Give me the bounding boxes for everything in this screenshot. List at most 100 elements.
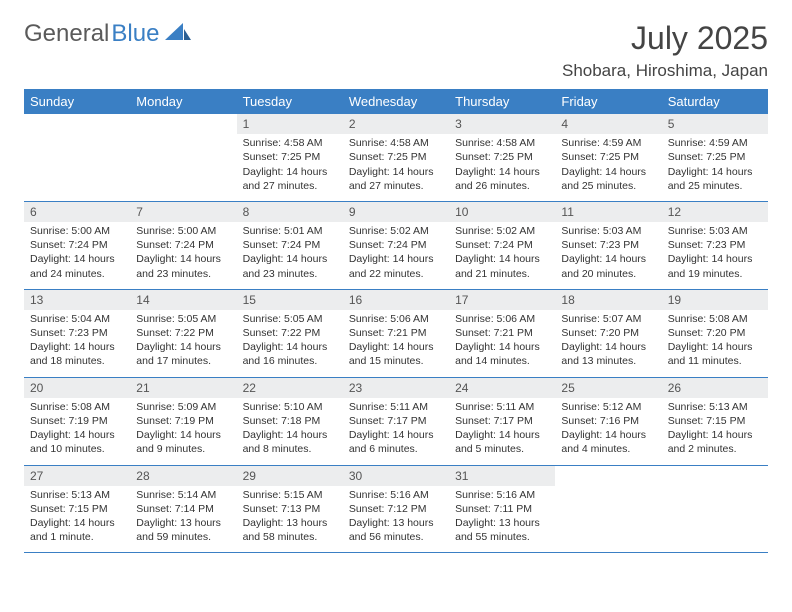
calendar-cell: 24Sunrise: 5:11 AMSunset: 7:17 PMDayligh… (449, 377, 555, 465)
day-details: Sunrise: 5:06 AMSunset: 7:21 PMDaylight:… (449, 310, 555, 377)
day-details: Sunrise: 4:59 AMSunset: 7:25 PMDaylight:… (555, 134, 661, 201)
day-number: 15 (237, 290, 343, 310)
calendar-cell: 23Sunrise: 5:11 AMSunset: 7:17 PMDayligh… (343, 377, 449, 465)
day-details: Sunrise: 5:13 AMSunset: 7:15 PMDaylight:… (662, 398, 768, 465)
calendar-cell: 5Sunrise: 4:59 AMSunset: 7:25 PMDaylight… (662, 114, 768, 201)
calendar-cell (130, 114, 236, 201)
day-number: 3 (449, 114, 555, 134)
title-block: July 2025 (631, 20, 768, 57)
calendar-cell: 16Sunrise: 5:06 AMSunset: 7:21 PMDayligh… (343, 289, 449, 377)
calendar-cell (662, 465, 768, 553)
calendar-cell: 28Sunrise: 5:14 AMSunset: 7:14 PMDayligh… (130, 465, 236, 553)
day-number: 12 (662, 202, 768, 222)
day-header: Friday (555, 89, 661, 114)
day-number: 23 (343, 378, 449, 398)
calendar-cell: 20Sunrise: 5:08 AMSunset: 7:19 PMDayligh… (24, 377, 130, 465)
day-number: 14 (130, 290, 236, 310)
calendar-cell: 21Sunrise: 5:09 AMSunset: 7:19 PMDayligh… (130, 377, 236, 465)
calendar-cell: 6Sunrise: 5:00 AMSunset: 7:24 PMDaylight… (24, 201, 130, 289)
brand-part1: General (24, 20, 109, 48)
calendar-week-row: 20Sunrise: 5:08 AMSunset: 7:19 PMDayligh… (24, 377, 768, 465)
day-number: 27 (24, 466, 130, 486)
day-number: 31 (449, 466, 555, 486)
calendar-cell: 19Sunrise: 5:08 AMSunset: 7:20 PMDayligh… (662, 289, 768, 377)
day-header: Tuesday (237, 89, 343, 114)
calendar-cell: 10Sunrise: 5:02 AMSunset: 7:24 PMDayligh… (449, 201, 555, 289)
calendar-cell: 17Sunrise: 5:06 AMSunset: 7:21 PMDayligh… (449, 289, 555, 377)
calendar-cell: 30Sunrise: 5:16 AMSunset: 7:12 PMDayligh… (343, 465, 449, 553)
day-details: Sunrise: 5:08 AMSunset: 7:20 PMDaylight:… (662, 310, 768, 377)
day-header-row: SundayMondayTuesdayWednesdayThursdayFrid… (24, 89, 768, 114)
day-details: Sunrise: 5:08 AMSunset: 7:19 PMDaylight:… (24, 398, 130, 465)
day-details: Sunrise: 4:58 AMSunset: 7:25 PMDaylight:… (343, 134, 449, 201)
day-details: Sunrise: 5:14 AMSunset: 7:14 PMDaylight:… (130, 486, 236, 553)
day-details: Sunrise: 5:07 AMSunset: 7:20 PMDaylight:… (555, 310, 661, 377)
day-details: Sunrise: 5:00 AMSunset: 7:24 PMDaylight:… (24, 222, 130, 289)
day-details: Sunrise: 5:13 AMSunset: 7:15 PMDaylight:… (24, 486, 130, 553)
day-details: Sunrise: 5:02 AMSunset: 7:24 PMDaylight:… (343, 222, 449, 289)
day-number: 28 (130, 466, 236, 486)
day-details: Sunrise: 5:03 AMSunset: 7:23 PMDaylight:… (555, 222, 661, 289)
day-number: 24 (449, 378, 555, 398)
brand-part2: Blue (111, 20, 159, 48)
day-details: Sunrise: 5:16 AMSunset: 7:11 PMDaylight:… (449, 486, 555, 553)
day-details: Sunrise: 5:06 AMSunset: 7:21 PMDaylight:… (343, 310, 449, 377)
calendar-week-row: 13Sunrise: 5:04 AMSunset: 7:23 PMDayligh… (24, 289, 768, 377)
day-header: Wednesday (343, 89, 449, 114)
calendar-cell: 2Sunrise: 4:58 AMSunset: 7:25 PMDaylight… (343, 114, 449, 201)
day-number: 17 (449, 290, 555, 310)
calendar-cell: 27Sunrise: 5:13 AMSunset: 7:15 PMDayligh… (24, 465, 130, 553)
day-details: Sunrise: 5:01 AMSunset: 7:24 PMDaylight:… (237, 222, 343, 289)
day-details: Sunrise: 4:58 AMSunset: 7:25 PMDaylight:… (449, 134, 555, 201)
calendar-cell: 12Sunrise: 5:03 AMSunset: 7:23 PMDayligh… (662, 201, 768, 289)
day-details: Sunrise: 5:04 AMSunset: 7:23 PMDaylight:… (24, 310, 130, 377)
calendar-cell (555, 465, 661, 553)
day-number: 6 (24, 202, 130, 222)
calendar-cell: 26Sunrise: 5:13 AMSunset: 7:15 PMDayligh… (662, 377, 768, 465)
day-details: Sunrise: 5:15 AMSunset: 7:13 PMDaylight:… (237, 486, 343, 553)
day-number: 8 (237, 202, 343, 222)
day-number: 22 (237, 378, 343, 398)
day-number: 7 (130, 202, 236, 222)
calendar-cell: 3Sunrise: 4:58 AMSunset: 7:25 PMDaylight… (449, 114, 555, 201)
page-subtitle: Shobara, Hiroshima, Japan (24, 61, 768, 81)
header-row: GeneralBlue July 2025 (24, 20, 768, 57)
day-details: Sunrise: 5:09 AMSunset: 7:19 PMDaylight:… (130, 398, 236, 465)
day-header: Monday (130, 89, 236, 114)
day-number: 16 (343, 290, 449, 310)
calendar-cell: 9Sunrise: 5:02 AMSunset: 7:24 PMDaylight… (343, 201, 449, 289)
day-details: Sunrise: 4:58 AMSunset: 7:25 PMDaylight:… (237, 134, 343, 201)
day-number: 1 (237, 114, 343, 134)
day-number: 18 (555, 290, 661, 310)
day-number: 2 (343, 114, 449, 134)
brand-logo: GeneralBlue (24, 20, 191, 48)
calendar-cell: 18Sunrise: 5:07 AMSunset: 7:20 PMDayligh… (555, 289, 661, 377)
day-number: 30 (343, 466, 449, 486)
day-number: 19 (662, 290, 768, 310)
calendar-cell: 25Sunrise: 5:12 AMSunset: 7:16 PMDayligh… (555, 377, 661, 465)
calendar-cell: 22Sunrise: 5:10 AMSunset: 7:18 PMDayligh… (237, 377, 343, 465)
day-number: 20 (24, 378, 130, 398)
calendar-week-row: 27Sunrise: 5:13 AMSunset: 7:15 PMDayligh… (24, 465, 768, 553)
day-number: 5 (662, 114, 768, 134)
calendar-body: 1Sunrise: 4:58 AMSunset: 7:25 PMDaylight… (24, 114, 768, 553)
day-header: Sunday (24, 89, 130, 114)
day-details: Sunrise: 5:10 AMSunset: 7:18 PMDaylight:… (237, 398, 343, 465)
day-number: 29 (237, 466, 343, 486)
day-details: Sunrise: 5:00 AMSunset: 7:24 PMDaylight:… (130, 222, 236, 289)
day-details: Sunrise: 5:11 AMSunset: 7:17 PMDaylight:… (449, 398, 555, 465)
day-details: Sunrise: 5:12 AMSunset: 7:16 PMDaylight:… (555, 398, 661, 465)
calendar-cell: 4Sunrise: 4:59 AMSunset: 7:25 PMDaylight… (555, 114, 661, 201)
calendar-cell: 7Sunrise: 5:00 AMSunset: 7:24 PMDaylight… (130, 201, 236, 289)
calendar-cell: 11Sunrise: 5:03 AMSunset: 7:23 PMDayligh… (555, 201, 661, 289)
day-number: 25 (555, 378, 661, 398)
day-header: Thursday (449, 89, 555, 114)
sail-icon (165, 20, 191, 48)
day-details: Sunrise: 5:05 AMSunset: 7:22 PMDaylight:… (130, 310, 236, 377)
calendar-week-row: 1Sunrise: 4:58 AMSunset: 7:25 PMDaylight… (24, 114, 768, 201)
day-number: 10 (449, 202, 555, 222)
calendar-cell: 14Sunrise: 5:05 AMSunset: 7:22 PMDayligh… (130, 289, 236, 377)
page-title: July 2025 (631, 20, 768, 57)
calendar-cell (24, 114, 130, 201)
day-number: 21 (130, 378, 236, 398)
